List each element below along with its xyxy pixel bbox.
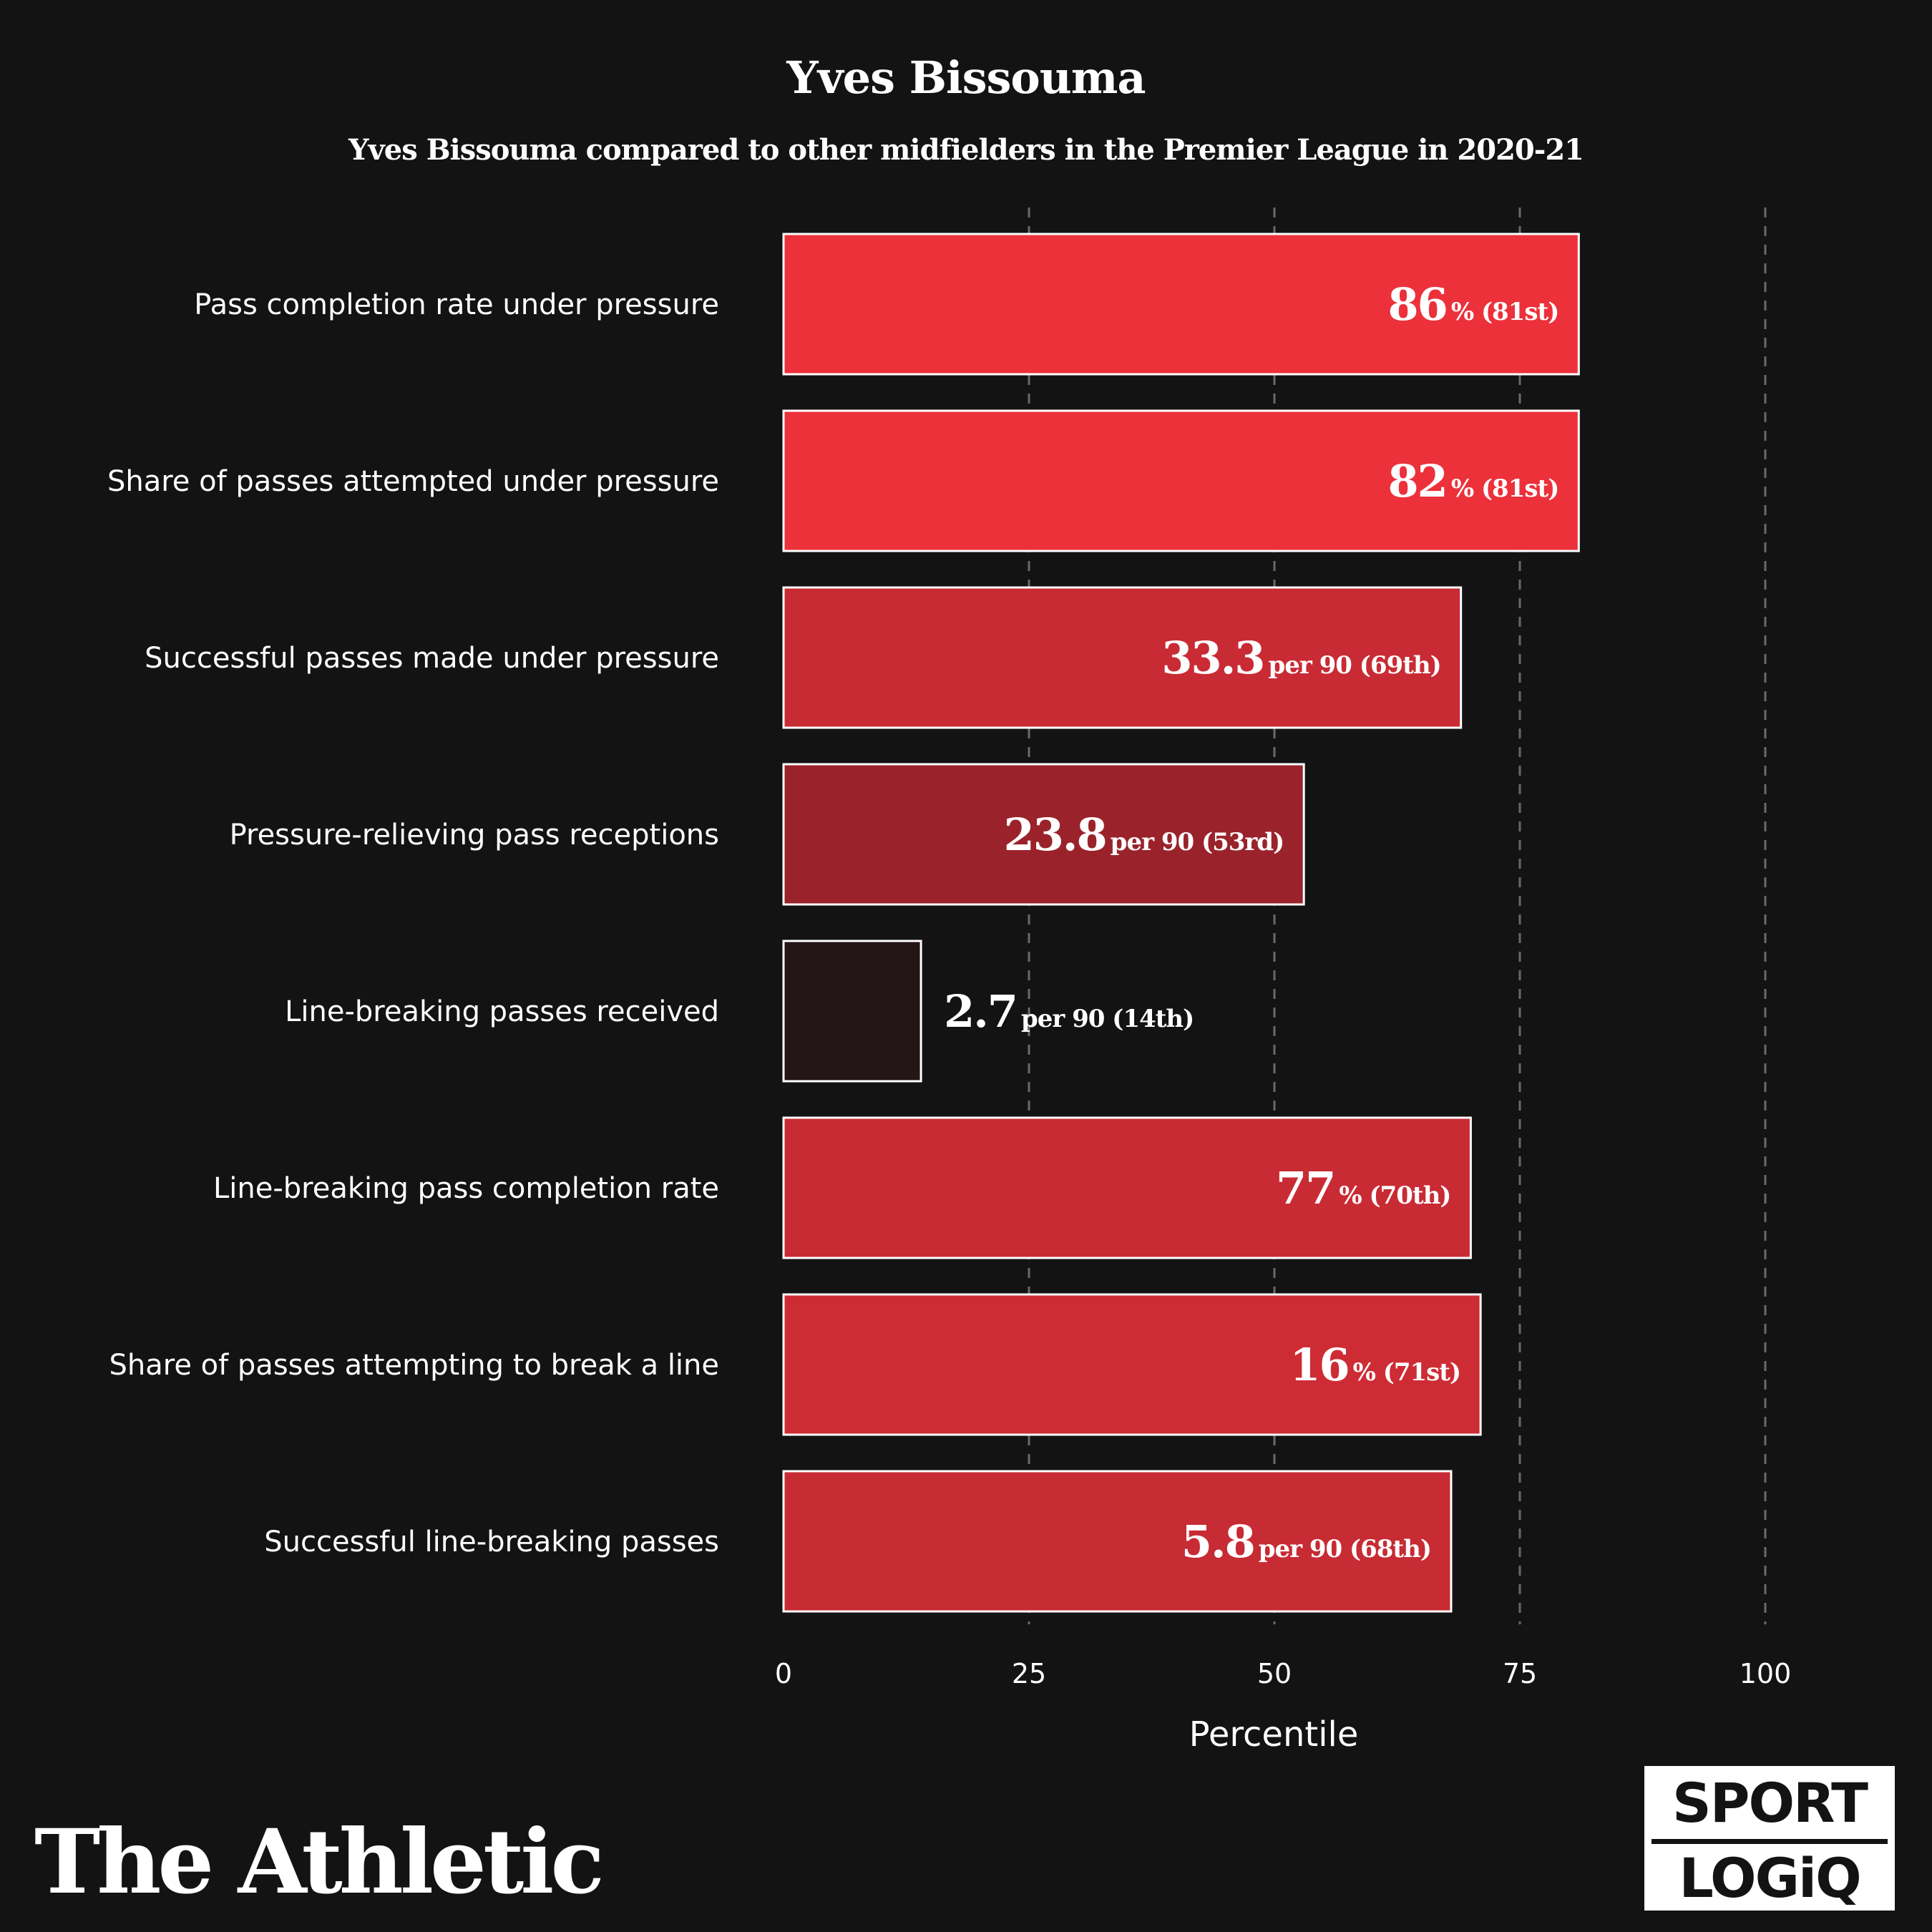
value-labels: 86% (81st)82% (81st)33.3 per 90 (69th)23.… xyxy=(944,278,1559,1568)
value-label: 16% (71st) xyxy=(1289,1339,1460,1391)
category-label: Pressure-relieving pass receptions xyxy=(230,819,719,852)
category-label: Line-breaking pass completion rate xyxy=(213,1172,719,1205)
value-suffix: % (71st) xyxy=(1353,1358,1460,1387)
value-suffix: % (70th) xyxy=(1339,1181,1450,1210)
value-label: 23.8 per 90 (53rd) xyxy=(1004,809,1284,861)
chart-subtitle: Yves Bissouma compared to other midfield… xyxy=(348,133,1584,167)
value-number: 82 xyxy=(1388,455,1447,507)
category-label: Share of passes attempting to break a li… xyxy=(109,1349,720,1382)
bar xyxy=(782,763,1305,906)
value-suffix: per 90 (14th) xyxy=(1021,1005,1194,1033)
bar xyxy=(782,1116,1472,1259)
x-axis-ticks: 0 25 50 75 100 xyxy=(775,1658,1791,1689)
bar xyxy=(782,233,1580,376)
value-number: 33.3 xyxy=(1161,632,1264,684)
the-athletic-logo: The Athletic xyxy=(34,1810,605,1914)
chart-title: Yves Bissouma xyxy=(786,52,1146,104)
bar xyxy=(782,586,1463,729)
value-number: 5.8 xyxy=(1181,1516,1254,1568)
value-label: 5.8 per 90 (68th) xyxy=(1181,1516,1431,1568)
value-number: 86 xyxy=(1388,278,1447,331)
x-tick-label: 75 xyxy=(1503,1658,1537,1689)
value-label: 77% (70th) xyxy=(1276,1162,1450,1214)
x-tick-label: 0 xyxy=(775,1658,792,1689)
x-tick-label: 50 xyxy=(1257,1658,1292,1689)
value-number: 77 xyxy=(1276,1162,1335,1214)
x-tick-label: 25 xyxy=(1012,1658,1046,1689)
category-label: Pass completion rate under pressure xyxy=(194,288,719,321)
value-suffix: per 90 (53rd) xyxy=(1111,828,1284,857)
x-axis-label: Percentile xyxy=(1189,1714,1359,1755)
bar xyxy=(782,1293,1482,1436)
value-suffix: per 90 (69th) xyxy=(1268,651,1440,680)
value-label: 2.7 per 90 (14th) xyxy=(944,985,1194,1038)
category-label: Line-breaking passes received xyxy=(285,995,719,1028)
value-number: 23.8 xyxy=(1004,809,1106,861)
category-label: Successful line-breaking passes xyxy=(264,1526,719,1558)
value-suffix: % (81st) xyxy=(1451,298,1558,326)
value-label: 82% (81st) xyxy=(1388,455,1559,507)
category-label: Share of passes attempted under pressure xyxy=(107,465,719,498)
x-tick-label: 100 xyxy=(1740,1658,1792,1689)
sportlogiq-logo-line1: SPORT xyxy=(1652,1766,1888,1844)
bar xyxy=(782,409,1580,552)
bars xyxy=(782,233,1580,1613)
value-suffix: per 90 (68th) xyxy=(1259,1535,1431,1563)
value-number: 16 xyxy=(1289,1339,1348,1391)
bar xyxy=(782,1470,1453,1613)
value-suffix: % (81st) xyxy=(1451,474,1558,503)
category-label: Successful passes made under pressure xyxy=(145,642,719,675)
sportlogiq-logo-line2: LOGiQ xyxy=(1679,1846,1861,1910)
sportlogiq-logo: SPORT LOGiQ xyxy=(1644,1766,1895,1911)
bar xyxy=(782,940,922,1083)
value-number: 2.7 xyxy=(944,985,1017,1038)
value-label: 33.3 per 90 (69th) xyxy=(1161,632,1440,684)
value-label: 86% (81st) xyxy=(1388,278,1559,331)
category-labels: Pass completion rate under pressure Share… xyxy=(107,288,719,1558)
